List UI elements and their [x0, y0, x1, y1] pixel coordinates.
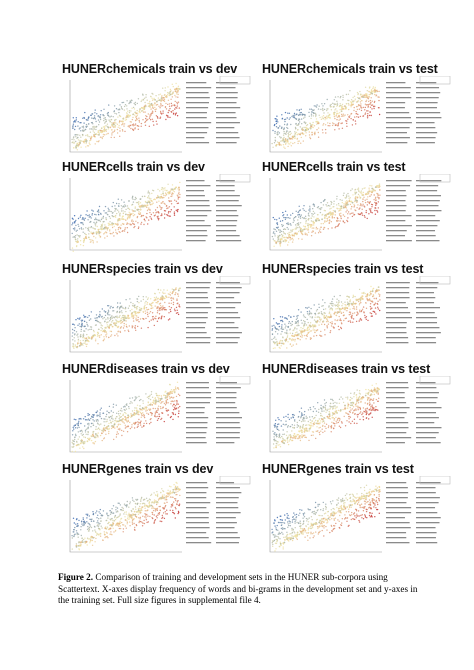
panel-genes-test: HUNERgenes train vs test [262, 462, 452, 562]
panel-cells-dev: HUNERcells train vs dev [62, 160, 252, 260]
panel-cells-test: HUNERcells train vs test [262, 160, 452, 260]
scattertext-plot [62, 76, 252, 162]
scattertext-plot [62, 376, 252, 462]
scattertext-plot [262, 476, 452, 562]
panel-title: HUNERchemicals train vs dev [62, 62, 238, 76]
panel-title: HUNERcells train vs test [262, 160, 406, 174]
panel-title: HUNERdiseases train vs test [262, 362, 431, 376]
panel-title: HUNERcells train vs dev [62, 160, 205, 174]
figure-caption: Figure 2. Comparison of training and dev… [58, 572, 428, 607]
caption-label: Figure 2. [58, 572, 94, 582]
panel-genes-dev: HUNERgenes train vs dev [62, 462, 252, 562]
scattertext-plot [62, 476, 252, 562]
panel-diseases-dev: HUNERdiseases train vs dev [62, 362, 252, 462]
panel-species-test: HUNERspecies train vs test [262, 262, 452, 362]
panel-title: HUNERchemicals train vs test [262, 62, 438, 76]
panel-title: HUNERgenes train vs dev [62, 462, 214, 476]
scattertext-plot [62, 174, 252, 260]
scattertext-plot [262, 376, 452, 462]
panel-title: HUNERspecies train vs dev [62, 262, 223, 276]
panel-species-dev: HUNERspecies train vs dev [62, 262, 252, 362]
panel-title: HUNERdiseases train vs dev [62, 362, 230, 376]
panel-title: HUNERspecies train vs test [262, 262, 424, 276]
panel-title: HUNERgenes train vs test [262, 462, 414, 476]
panel-chemicals-dev: HUNERchemicals train vs dev [62, 62, 252, 162]
scattertext-plot [262, 276, 452, 362]
panel-chemicals-test: HUNERchemicals train vs test [262, 62, 452, 162]
scattertext-plot [62, 276, 252, 362]
scattertext-plot [262, 76, 452, 162]
scattertext-plot [262, 174, 452, 260]
caption-text: Comparison of training and development s… [58, 572, 418, 605]
panel-diseases-test: HUNERdiseases train vs test [262, 362, 452, 462]
